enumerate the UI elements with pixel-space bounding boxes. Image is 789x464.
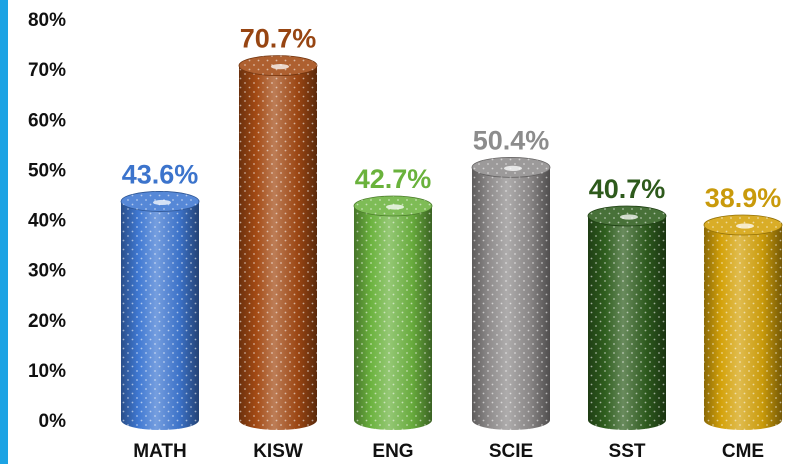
- bar-cme: [703, 214, 783, 430]
- value-label-math: 43.6%: [122, 159, 199, 189]
- category-label-sst: SST: [609, 441, 646, 462]
- category-label-scie: SCIE: [489, 441, 533, 462]
- category-labels: MATH KISW ENG SCIE SST CME: [133, 441, 764, 462]
- category-label-cme: CME: [722, 441, 764, 462]
- category-label-eng: ENG: [372, 441, 413, 462]
- bar-math: [120, 191, 200, 430]
- y-axis-ticks: 0% 10% 20% 30% 40% 50% 60% 70% 80%: [28, 10, 66, 432]
- y-tick-label: 10%: [28, 361, 66, 382]
- y-tick-label: 60%: [28, 110, 66, 131]
- bar-eng: [353, 195, 433, 430]
- y-tick-label: 50%: [28, 160, 66, 181]
- y-tick-label: 70%: [28, 60, 66, 81]
- y-tick-label: 20%: [28, 311, 66, 332]
- y-tick-label: 30%: [28, 261, 66, 282]
- y-tick-label: 40%: [28, 211, 66, 232]
- left-accent-bar: [0, 0, 8, 464]
- category-label-math: MATH: [133, 441, 186, 462]
- value-label-eng: 42.7%: [355, 164, 432, 194]
- category-label-kisw: KISW: [253, 441, 303, 462]
- bar-kisw: [238, 55, 318, 431]
- value-labels: 43.6% 70.7% 42.7% 50.4% 40.7% 38.9%: [122, 24, 782, 213]
- value-label-scie: 50.4%: [473, 125, 550, 155]
- bar-scie: [471, 156, 551, 430]
- y-tick-label: 80%: [28, 10, 66, 31]
- y-tick-label: 0%: [39, 411, 67, 432]
- bars: [120, 55, 783, 431]
- value-label-sst: 40.7%: [589, 174, 666, 204]
- value-label-cme: 38.9%: [705, 183, 782, 213]
- value-label-kisw: 70.7%: [240, 24, 317, 54]
- bar-sst: [587, 205, 667, 430]
